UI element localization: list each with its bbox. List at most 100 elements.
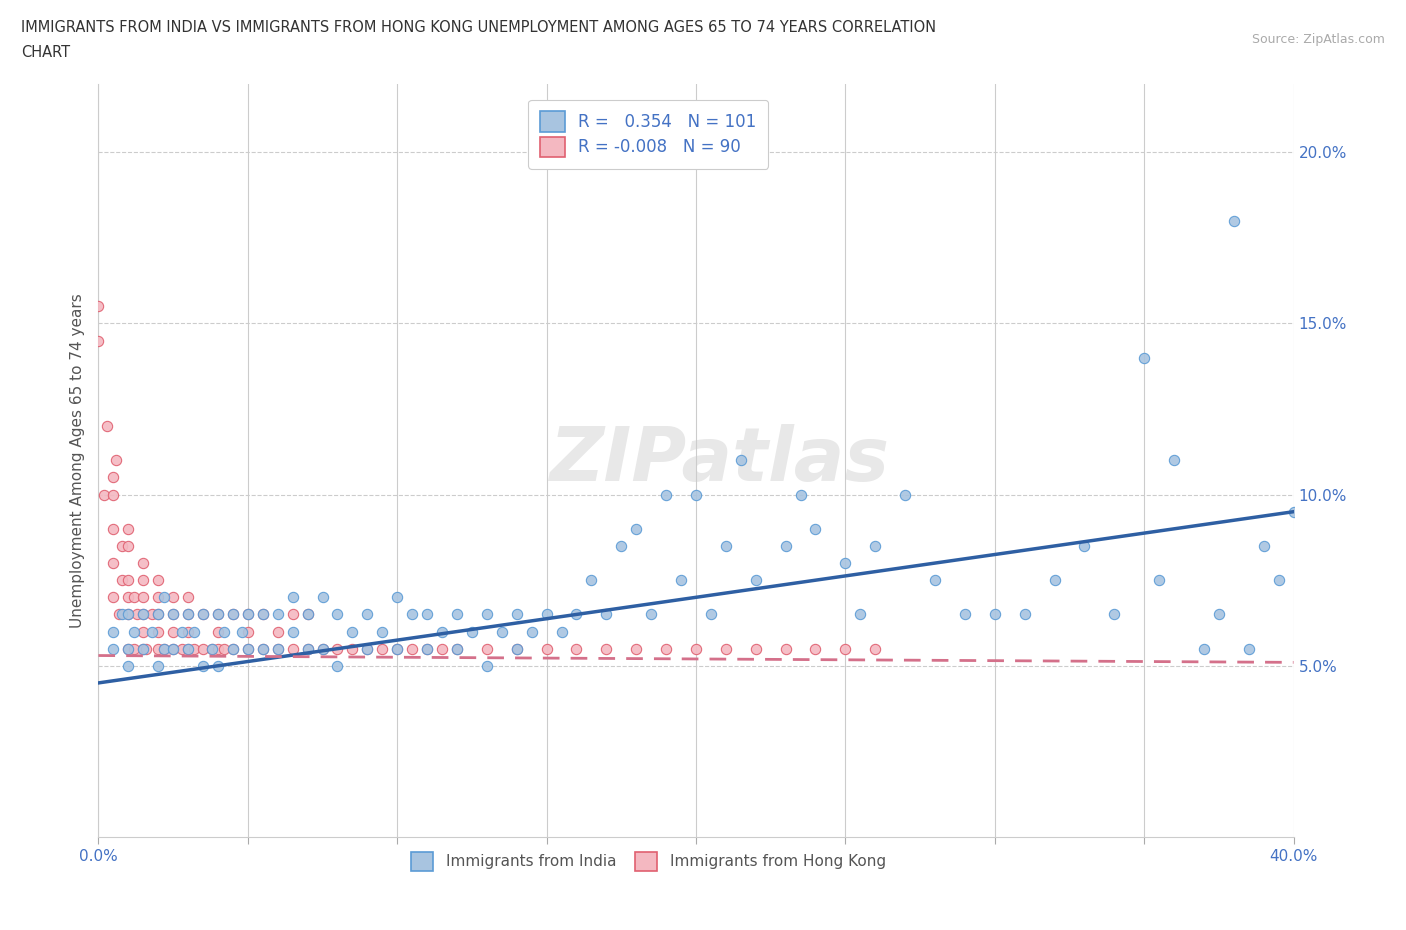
Point [1133, 351, 1156, 365]
Point [1073, 538, 1095, 553]
Point [430, 642, 453, 657]
Point [536, 607, 558, 622]
Point [297, 642, 319, 657]
Point [148, 642, 170, 657]
Point [183, 642, 205, 657]
Point [124, 624, 146, 639]
Point [207, 658, 229, 673]
Point [103, 642, 125, 657]
Point [714, 538, 737, 553]
Point [745, 642, 768, 657]
Point [446, 642, 468, 657]
Point [135, 642, 157, 657]
Text: ZIPatlas: ZIPatlas [550, 424, 890, 497]
Point [1104, 607, 1126, 622]
Point [177, 607, 200, 622]
Point [191, 607, 214, 622]
Point [252, 642, 274, 657]
Point [849, 607, 872, 622]
Point [626, 642, 648, 657]
Point [655, 642, 678, 657]
Point [281, 624, 304, 639]
Point [401, 642, 423, 657]
Point [669, 573, 692, 588]
Point [834, 642, 856, 657]
Point [207, 607, 229, 622]
Point [371, 624, 394, 639]
Point [506, 642, 529, 657]
Point [201, 642, 224, 657]
Point [610, 538, 633, 553]
Point [775, 538, 797, 553]
Point [222, 607, 245, 622]
Point [148, 607, 170, 622]
Point [207, 624, 229, 639]
Text: Source: ZipAtlas.com: Source: ZipAtlas.com [1251, 33, 1385, 46]
Point [162, 624, 184, 639]
Point [311, 590, 333, 604]
Point [267, 624, 290, 639]
Point [252, 642, 274, 657]
Point [201, 642, 224, 657]
Point [148, 658, 170, 673]
Point [93, 487, 115, 502]
Point [461, 624, 484, 639]
Point [640, 607, 662, 622]
Point [124, 590, 146, 604]
Point [267, 607, 290, 622]
Point [595, 607, 617, 622]
Point [222, 642, 245, 657]
Point [132, 555, 155, 570]
Point [595, 642, 617, 657]
Point [191, 642, 214, 657]
Point [132, 573, 155, 588]
Point [536, 642, 558, 657]
Point [356, 642, 378, 657]
Point [132, 607, 155, 622]
Point [162, 607, 184, 622]
Point [111, 573, 134, 588]
Point [385, 590, 409, 604]
Legend: Immigrants from India, Immigrants from Hong Kong: Immigrants from India, Immigrants from H… [404, 844, 893, 878]
Point [475, 658, 498, 673]
Point [446, 642, 468, 657]
Point [117, 538, 139, 553]
Point [148, 590, 170, 604]
Point [162, 607, 184, 622]
Point [804, 642, 827, 657]
Point [342, 624, 364, 639]
Y-axis label: Unemployment Among Ages 65 to 74 years: Unemployment Among Ages 65 to 74 years [69, 293, 84, 628]
Point [87, 333, 110, 348]
Point [953, 607, 976, 622]
Point [132, 624, 155, 639]
Point [789, 487, 811, 502]
Point [1223, 213, 1246, 228]
Point [153, 590, 176, 604]
Point [506, 642, 529, 657]
Point [326, 642, 349, 657]
Point [267, 642, 290, 657]
Point [177, 624, 200, 639]
Point [148, 607, 170, 622]
Point [1014, 607, 1036, 622]
Point [148, 624, 170, 639]
Point [117, 573, 139, 588]
Point [565, 642, 588, 657]
Text: IMMIGRANTS FROM INDIA VS IMMIGRANTS FROM HONG KONG UNEMPLOYMENT AMONG AGES 65 TO: IMMIGRANTS FROM INDIA VS IMMIGRANTS FROM… [21, 20, 936, 35]
Point [117, 642, 139, 657]
Point [96, 418, 118, 433]
Point [153, 642, 176, 657]
Point [236, 642, 259, 657]
Point [326, 658, 349, 673]
Point [252, 607, 274, 622]
Point [207, 607, 229, 622]
Point [1267, 573, 1289, 588]
Point [430, 624, 453, 639]
Point [177, 590, 200, 604]
Point [231, 624, 253, 639]
Point [281, 607, 304, 622]
Point [124, 642, 146, 657]
Point [117, 607, 139, 622]
Point [236, 624, 259, 639]
Point [177, 642, 200, 657]
